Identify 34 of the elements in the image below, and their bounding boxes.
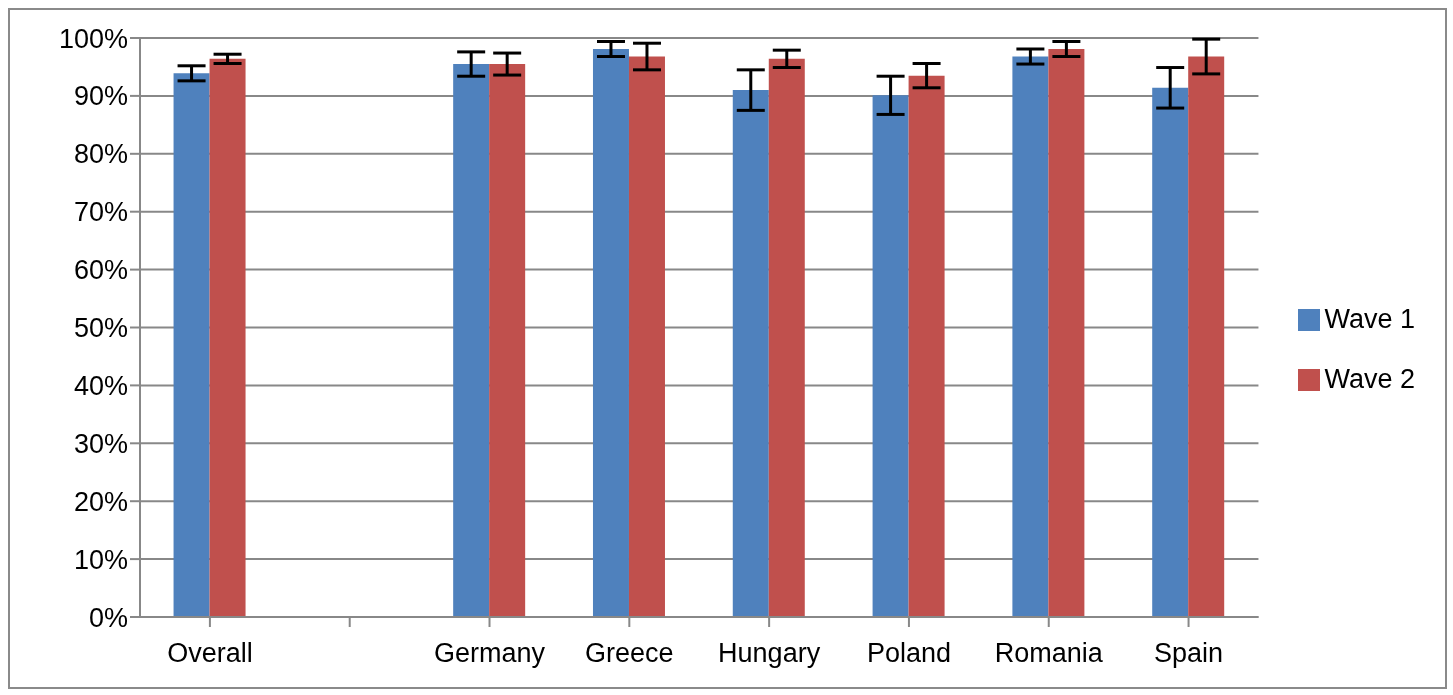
y-tick-label: 0%	[88, 602, 128, 633]
y-tick-label: 90%	[73, 81, 128, 112]
legend-label: Wave 2	[1324, 363, 1415, 394]
x-tick-label: Poland	[866, 638, 951, 669]
legend-label: Wave 1	[1324, 303, 1415, 334]
y-tick-label: 100%	[58, 23, 128, 54]
bar	[768, 58, 805, 617]
y-tick-label: 40%	[73, 370, 128, 401]
x-tick-label: Overall	[167, 638, 253, 669]
bar	[1048, 49, 1085, 617]
bar	[489, 64, 526, 617]
y-tick-label: 80%	[73, 139, 128, 170]
bar	[173, 73, 210, 617]
bar	[1152, 87, 1189, 617]
bar	[1188, 56, 1225, 617]
bar	[453, 64, 490, 617]
bar	[732, 90, 769, 617]
bar	[908, 75, 945, 617]
bar	[872, 95, 909, 617]
y-tick-label: 60%	[73, 255, 128, 286]
x-tick-label: Hungary	[718, 638, 821, 669]
y-tick-label: 70%	[73, 197, 128, 228]
bar	[592, 49, 629, 617]
y-tick-label: 20%	[73, 486, 128, 517]
y-tick-label: 30%	[73, 428, 128, 459]
bar	[1012, 56, 1049, 617]
x-tick-label: Romania	[994, 638, 1104, 669]
bar	[628, 56, 665, 617]
bar	[209, 58, 246, 617]
x-tick-label: Spain	[1154, 638, 1224, 669]
x-tick-label: Germany	[433, 638, 546, 669]
y-tick-label: 50%	[73, 313, 128, 344]
y-tick-label: 10%	[73, 544, 128, 575]
x-tick-label: Greece	[585, 638, 674, 669]
